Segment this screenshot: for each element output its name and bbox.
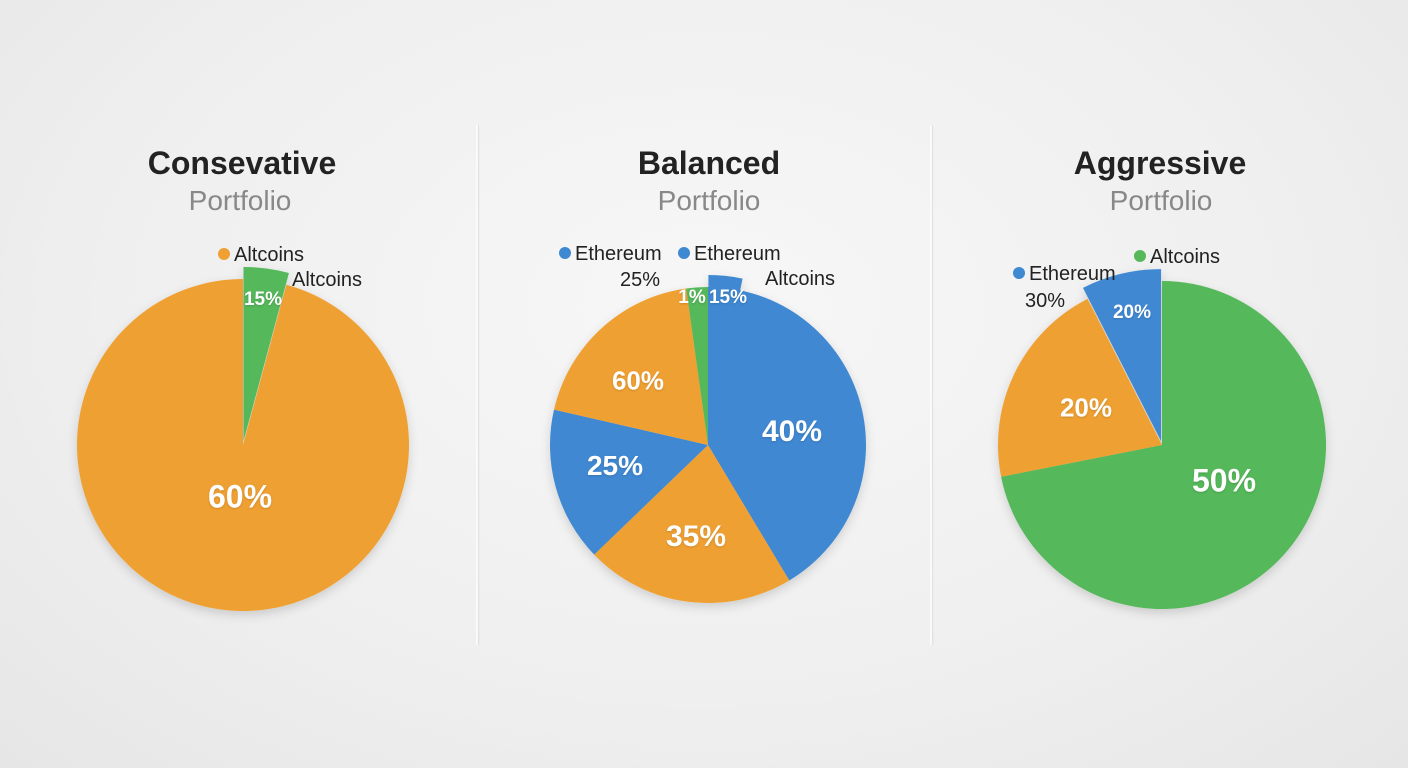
legend-label: 25% [620,269,661,291]
pie-slice [1082,269,1162,442]
slice-label: 1% [678,287,706,308]
pie-slice [554,288,708,445]
divider-right [930,125,932,645]
pie-slice [1001,281,1326,609]
slice-label: 50% [1191,462,1257,499]
legend-item: Altcoins [292,269,362,292]
pie-slice [686,287,708,445]
pie-slice [243,267,289,442]
legend-item: Ethereum [1013,263,1116,286]
legend-label: 30% [1025,290,1066,312]
legend-item: Ethereum [678,243,781,266]
pie-2 [997,269,1326,609]
slice-label: 20% [1112,302,1152,323]
pie-1 [550,275,867,603]
chart-subtitle-aggressive: Portfolio [1109,185,1213,216]
slice-label: 15% [708,287,748,308]
legend-item: Altcoins [218,244,304,267]
pie-slice [708,275,743,442]
slice-label: 60% [611,365,665,396]
chart-subtitle-balanced: Portfolio [657,185,761,216]
legend-label: Altcoins [292,269,363,291]
legend-item: Ethereum [559,243,662,266]
slice-label: 35% [665,520,727,553]
legend-label: Ethereum [694,243,781,265]
legend-dot-icon [1134,250,1146,262]
legend-dot-icon [1013,267,1025,279]
legend-item: Altcoins [765,268,835,291]
legend-item: 25% [620,269,660,292]
slice-label: 15% [243,289,283,310]
pie-0 [76,267,410,611]
chart-subtitle-conservative: Portfolio [188,185,292,216]
slice-label: 40% [761,415,823,448]
pie-slice [708,287,867,581]
legend-dot-icon [218,248,230,260]
pie-slice [550,409,708,555]
pie-slice [76,279,410,611]
legend-label: Ethereum [1029,263,1116,285]
legend-item: 30% [1025,290,1065,313]
slice-label: 20% [1059,392,1113,423]
pie-slice [594,445,790,603]
pie-slice [997,298,1162,477]
divider-left [476,125,478,645]
chart-title-aggressive: Aggressive [1073,145,1247,181]
chart-title-conservative: Consevative [147,145,337,181]
legend-label: Altcoins [765,268,836,290]
slice-label: 60% [207,478,273,515]
legend-dot-icon [678,247,690,259]
slice-label: 25% [586,450,644,481]
legend-dot-icon [559,247,571,259]
legend-label: Ethereum [575,243,662,265]
chart-title-balanced: Balanced [637,145,781,181]
legend-label: Altcoins [234,244,305,266]
legend-item: Altcoins [1134,246,1220,269]
legend-label: Altcoins [1150,246,1221,268]
